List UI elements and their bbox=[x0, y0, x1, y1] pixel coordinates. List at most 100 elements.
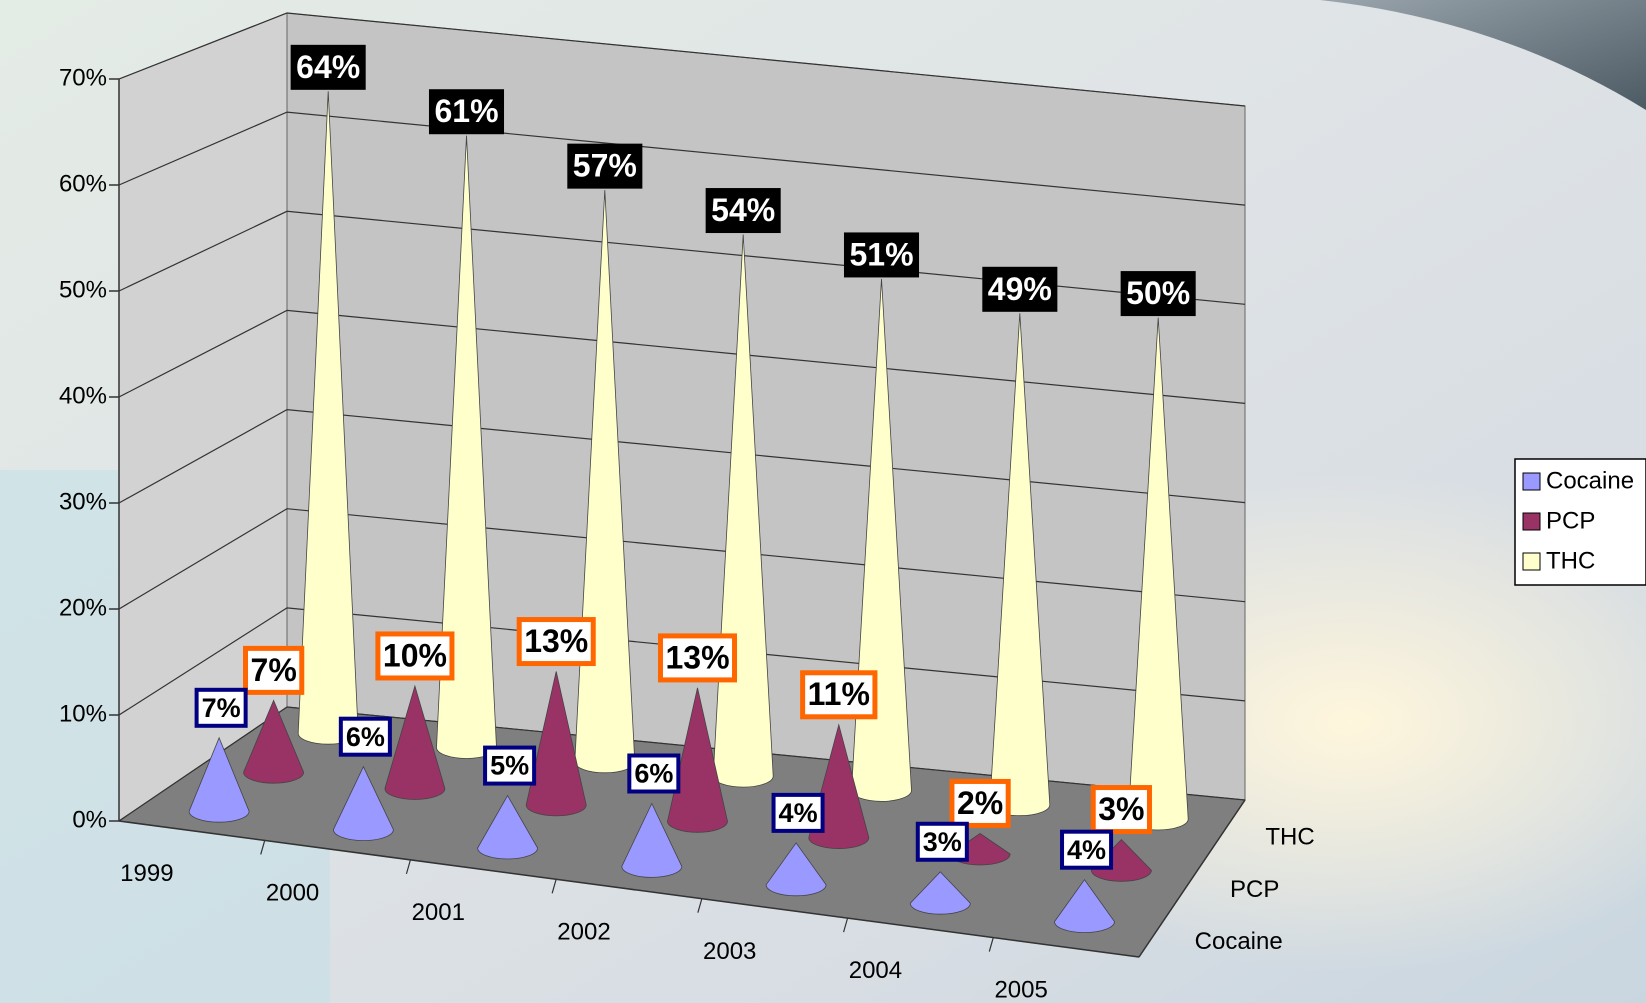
x-tick-mark bbox=[260, 840, 266, 855]
value-label-box bbox=[843, 232, 920, 278]
cone bbox=[621, 802, 683, 878]
x-tick-label: 2000 bbox=[266, 879, 319, 906]
value-label-box bbox=[483, 745, 537, 786]
cone bbox=[909, 871, 971, 915]
value-label-box bbox=[771, 792, 825, 833]
grid-line bbox=[118, 12, 1246, 107]
x-tick-mark bbox=[697, 898, 703, 913]
value-label-text: 13% bbox=[524, 623, 588, 659]
x-axis bbox=[118, 820, 1140, 958]
grid-line bbox=[118, 706, 1246, 822]
grid-line bbox=[118, 408, 1246, 504]
legend-label: THC bbox=[1546, 547, 1595, 574]
value-label: 50% bbox=[1120, 271, 1196, 317]
y-tick-label: 70% bbox=[59, 64, 107, 91]
value-label: 4% bbox=[771, 792, 825, 833]
grid-line bbox=[118, 508, 1246, 610]
x-tick-label: 2002 bbox=[557, 918, 610, 945]
x-tick-mark bbox=[842, 917, 849, 933]
cone bbox=[332, 765, 394, 841]
value-label: 54% bbox=[705, 188, 781, 234]
y-tick-label: 60% bbox=[59, 170, 107, 197]
x-tick-mark bbox=[405, 859, 412, 875]
value-label: 3% bbox=[1090, 785, 1152, 835]
value-label-text: 7% bbox=[251, 652, 297, 688]
value-label-box bbox=[800, 670, 878, 720]
value-label-box bbox=[375, 631, 455, 681]
y-tick-label: 0% bbox=[72, 806, 107, 833]
value-label: 3% bbox=[915, 821, 969, 862]
value-label: 2% bbox=[949, 778, 1011, 828]
grid-line bbox=[118, 111, 1246, 206]
value-label: 57% bbox=[567, 143, 643, 189]
cone bbox=[477, 794, 539, 860]
depth-tick-label: Cocaine bbox=[1195, 928, 1283, 955]
value-label: 7% bbox=[243, 645, 305, 695]
legend-label: PCP bbox=[1546, 507, 1595, 534]
value-label: 13% bbox=[516, 617, 596, 667]
value-label-text: 7% bbox=[202, 693, 241, 723]
value-label-box bbox=[290, 44, 366, 90]
grid-line bbox=[118, 309, 1246, 404]
cone bbox=[525, 671, 587, 817]
value-label-box bbox=[516, 617, 596, 667]
x-tick-label: 2005 bbox=[994, 977, 1047, 1003]
value-label: 6% bbox=[627, 753, 681, 794]
value-label-text: 3% bbox=[923, 827, 962, 857]
value-label-box bbox=[194, 687, 248, 728]
value-label: 5% bbox=[483, 745, 537, 786]
cone bbox=[667, 687, 728, 833]
value-label-text: 6% bbox=[346, 722, 385, 752]
x-tick-label: 2004 bbox=[849, 957, 902, 984]
value-label: 6% bbox=[338, 716, 392, 757]
grid-line bbox=[118, 607, 1246, 716]
value-label-text: 57% bbox=[573, 148, 637, 184]
value-label: 61% bbox=[428, 89, 505, 135]
value-label-text: 61% bbox=[434, 93, 498, 129]
value-label-box bbox=[243, 645, 305, 695]
value-label: 51% bbox=[843, 232, 920, 278]
cone bbox=[188, 736, 250, 823]
value-label-text: 3% bbox=[1098, 791, 1144, 827]
value-label: 11% bbox=[800, 670, 878, 720]
value-label-text: 10% bbox=[383, 637, 447, 673]
value-label: 7% bbox=[194, 687, 248, 728]
value-label-box bbox=[915, 821, 969, 862]
value-label-box bbox=[1120, 271, 1196, 317]
value-label: 49% bbox=[982, 266, 1058, 312]
cone bbox=[1090, 839, 1152, 882]
plot-area: 0% 10% 20% 30% 40% 50% 60% 70% 1999 2000 2001 2002 2… bbox=[59, 12, 1315, 1003]
legend-swatch bbox=[1522, 512, 1541, 531]
x-tick-label: 1999 bbox=[120, 860, 173, 887]
value-label-text: 2% bbox=[957, 785, 1003, 821]
value-label: 4% bbox=[1060, 829, 1114, 870]
value-label-text: 13% bbox=[665, 639, 729, 675]
value-label-text: 4% bbox=[779, 798, 818, 828]
value-label-text: 51% bbox=[849, 236, 913, 272]
y-tick-label: 10% bbox=[59, 700, 107, 727]
value-label-box bbox=[657, 633, 738, 683]
value-label: 13% bbox=[657, 633, 738, 683]
value-label-box bbox=[567, 143, 643, 189]
x-tick-label: 2003 bbox=[703, 938, 756, 965]
depth-tick-label: THC bbox=[1265, 824, 1314, 851]
value-label-text: 64% bbox=[296, 49, 360, 85]
cone bbox=[765, 842, 827, 897]
value-label: 64% bbox=[290, 44, 366, 90]
value-label-box bbox=[627, 753, 681, 794]
value-label-box bbox=[982, 266, 1058, 312]
value-label-box bbox=[1090, 785, 1152, 835]
y-tick-label: 30% bbox=[59, 488, 107, 515]
y-tick-label: 50% bbox=[59, 276, 107, 303]
value-label-box bbox=[1060, 829, 1114, 870]
cone bbox=[1054, 879, 1115, 933]
value-label-text: 4% bbox=[1067, 835, 1106, 865]
x-tick-mark bbox=[551, 879, 557, 894]
value-label-text: 6% bbox=[634, 759, 673, 789]
value-label-text: 11% bbox=[808, 676, 870, 712]
depth-axis bbox=[1138, 799, 1246, 958]
legend-swatch bbox=[1522, 472, 1541, 491]
value-label-box bbox=[338, 716, 392, 757]
